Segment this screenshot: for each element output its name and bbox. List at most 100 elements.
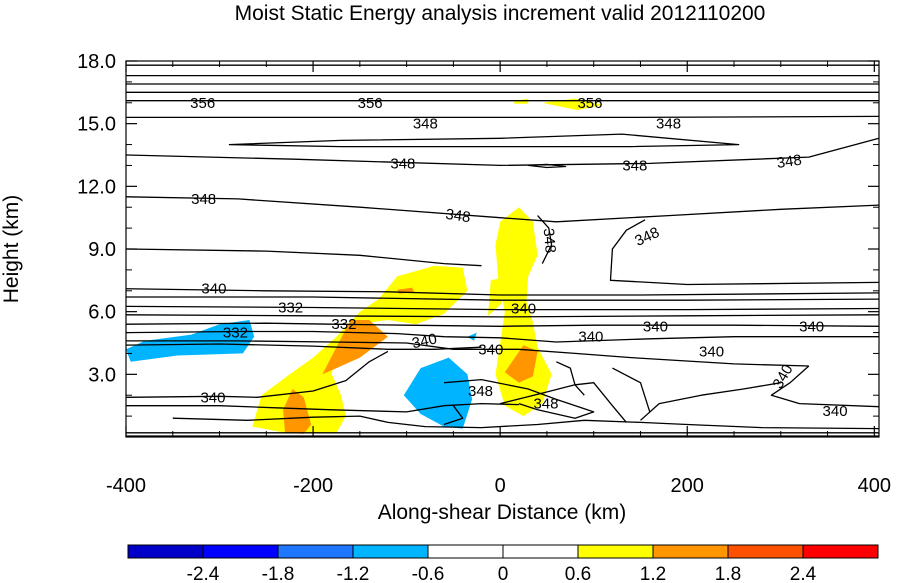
contour-line bbox=[125, 288, 880, 296]
colorbar-segment bbox=[352, 544, 429, 559]
contour-label: 340 bbox=[823, 403, 848, 420]
colorbar-segment bbox=[577, 544, 654, 559]
contour-line bbox=[528, 163, 567, 169]
contour-line bbox=[125, 305, 880, 311]
contour-label: 348 bbox=[191, 191, 216, 208]
colorbar-label: 1.8 bbox=[715, 564, 741, 583]
x-tick-label: -200 bbox=[293, 475, 333, 497]
contour-label: 348 bbox=[390, 155, 415, 172]
contour-line bbox=[228, 133, 740, 148]
colorbar-segment bbox=[277, 544, 354, 559]
contour-line bbox=[125, 330, 879, 343]
y-axis-title: Height (km) bbox=[0, 195, 23, 304]
contour-label: 340 bbox=[799, 318, 824, 335]
x-tick-label: 200 bbox=[671, 475, 704, 497]
colorbar-segment bbox=[802, 544, 879, 559]
y-tick-label: 9.0 bbox=[88, 239, 116, 261]
x-axis-title: Along-shear Distance (km) bbox=[378, 501, 627, 524]
plot-area: 356 356 356 348 348 348 348 348 348 348 348 348 340 3… bbox=[125, 60, 880, 438]
contour-labels: 356 356 356 348 348 348 348 348 348 348 348 348 340 3… bbox=[190, 95, 847, 420]
contour-label: 340 bbox=[643, 318, 668, 335]
contour-line bbox=[443, 378, 595, 419]
contour-line bbox=[443, 405, 464, 426]
contour-label: 348 bbox=[413, 116, 438, 133]
contour-label: 340 bbox=[201, 281, 226, 298]
contour-label: 348 bbox=[622, 157, 647, 174]
contour-line bbox=[125, 350, 389, 398]
colorbar-label: 1.2 bbox=[640, 564, 666, 583]
colorbar-label: -1.2 bbox=[337, 564, 370, 583]
increment-shading bbox=[126, 98, 604, 434]
increment-patch bbox=[283, 389, 312, 434]
contour-line bbox=[770, 365, 880, 408]
colorbar-label: -2.4 bbox=[187, 564, 220, 583]
y-tick-label: 15.0 bbox=[77, 114, 116, 136]
colorbar-segment bbox=[652, 544, 729, 559]
colorbar-label: -1.8 bbox=[262, 564, 295, 583]
contour-label: 340 bbox=[699, 343, 724, 360]
increment-patch bbox=[488, 278, 502, 316]
contour-line bbox=[125, 343, 482, 350]
increment-patch bbox=[252, 265, 468, 433]
contour-label: 340 bbox=[410, 330, 438, 352]
increment-patch bbox=[504, 345, 538, 383]
x-tick-label: 400 bbox=[858, 475, 891, 497]
contour-line bbox=[126, 296, 880, 301]
contour-label: 332 bbox=[278, 299, 303, 316]
contour-label: 332 bbox=[331, 316, 356, 333]
y-tick-label: 6.0 bbox=[88, 302, 116, 324]
contour-label: 340 bbox=[478, 341, 503, 358]
contour-line bbox=[125, 137, 880, 167]
colorbar-segment bbox=[202, 544, 279, 559]
contour-line bbox=[126, 115, 880, 119]
colorbar-segment bbox=[727, 544, 804, 559]
y-tick-label: 3.0 bbox=[88, 364, 116, 386]
increment-patch bbox=[403, 357, 473, 429]
contour-line bbox=[172, 415, 880, 430]
contour-label: 340 bbox=[511, 301, 536, 318]
contour-label: 340 bbox=[200, 389, 225, 406]
contour-line bbox=[640, 382, 781, 421]
contour-lines bbox=[125, 64, 880, 437]
y-axis: 3.0 6.0 9.0 12.0 15.0 18.0 bbox=[77, 51, 879, 417]
x-tick-label: 0 bbox=[495, 475, 506, 497]
contour-line bbox=[500, 382, 627, 423]
colorbar-label: 2.4 bbox=[790, 564, 817, 583]
contour-line bbox=[126, 340, 809, 367]
chart-title: Moist Static Energy analysis increment v… bbox=[235, 2, 766, 25]
colorbar-label: 0.6 bbox=[565, 564, 591, 583]
colorbar-label: -0.6 bbox=[412, 564, 445, 583]
contour-label: 348 bbox=[632, 224, 662, 250]
contour-line bbox=[126, 402, 519, 413]
colorbar-segment bbox=[427, 544, 504, 559]
contour-line bbox=[125, 314, 880, 318]
contour-label: 356 bbox=[358, 95, 383, 112]
contour-label: 356 bbox=[577, 95, 602, 112]
contour-label: 348 bbox=[533, 396, 558, 413]
contour-label: 348 bbox=[468, 383, 493, 400]
contour-line bbox=[537, 215, 553, 264]
contour-label: 332 bbox=[223, 325, 248, 342]
contour-line bbox=[125, 196, 880, 223]
contour-label: 340 bbox=[578, 329, 603, 346]
contour-line bbox=[609, 219, 880, 286]
colorbar-label: 0 bbox=[498, 564, 509, 583]
y-tick-label: 18.0 bbox=[77, 51, 116, 73]
contour-line bbox=[125, 248, 482, 267]
increment-patch bbox=[542, 98, 604, 111]
contour-line bbox=[612, 367, 651, 413]
contour-line bbox=[125, 322, 880, 327]
contour-line bbox=[556, 361, 585, 396]
contour-label: 348 bbox=[656, 116, 681, 133]
x-tick-label: -400 bbox=[106, 475, 146, 497]
contour-label: 348 bbox=[540, 227, 559, 253]
colorbar: -2.4 -1.8 -1.2 -0.6 0 0.6 1.2 1.8 2.4 bbox=[127, 544, 879, 583]
y-tick-label: 12.0 bbox=[77, 176, 116, 198]
colorbar-segment bbox=[127, 544, 204, 559]
contour-label: 348 bbox=[444, 206, 471, 226]
increment-patch bbox=[495, 207, 552, 417]
x-axis: -400 -200 0 200 400 bbox=[106, 61, 891, 497]
contour-label: 356 bbox=[190, 95, 215, 112]
colorbar-segment bbox=[502, 544, 579, 559]
